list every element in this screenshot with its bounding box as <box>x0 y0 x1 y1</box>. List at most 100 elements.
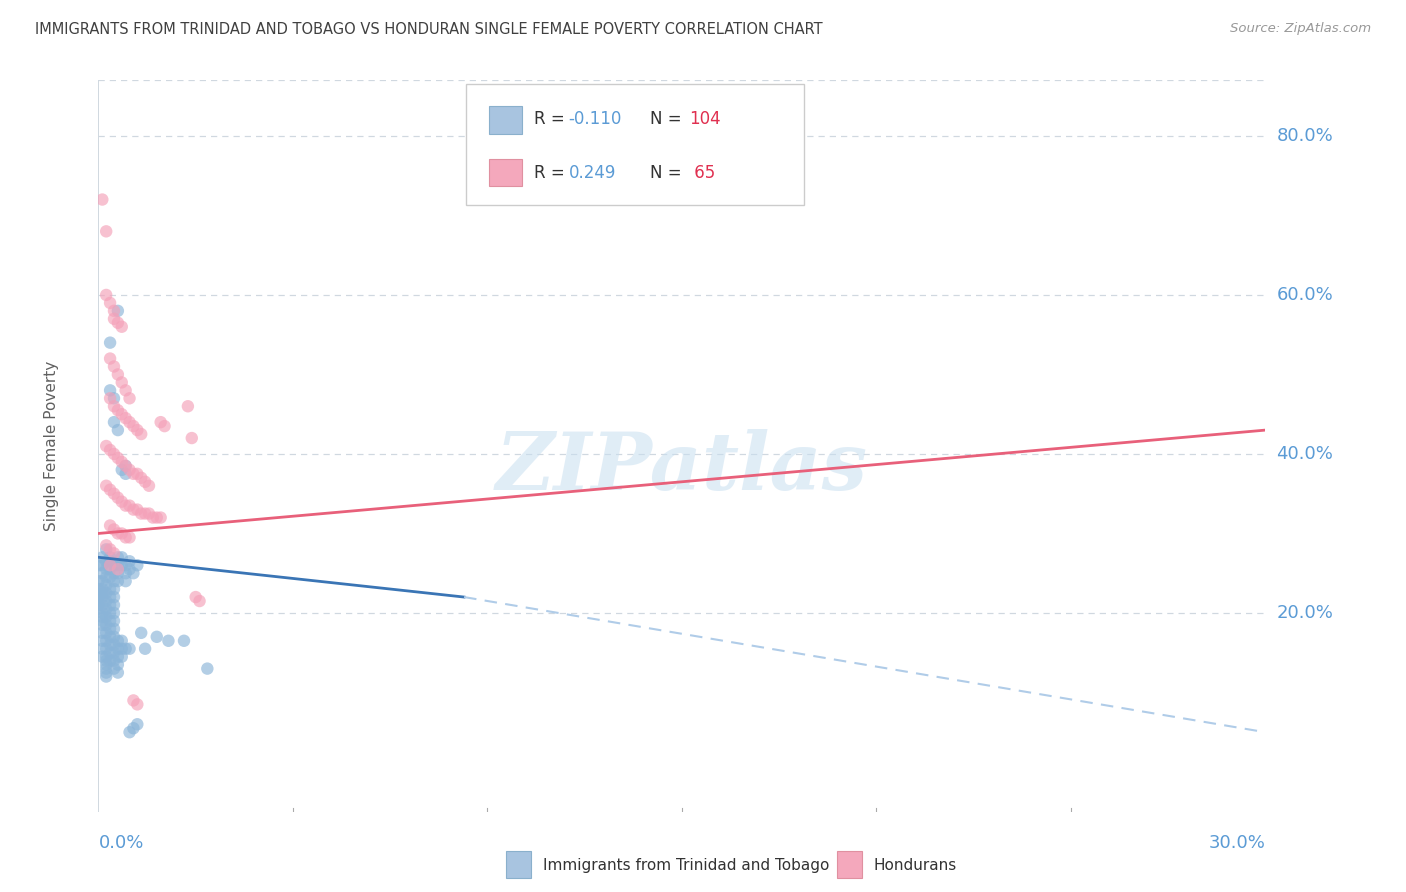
Point <box>118 463 141 477</box>
FancyBboxPatch shape <box>465 84 804 204</box>
Point <box>111 494 134 508</box>
Point <box>118 530 141 544</box>
Point <box>98 646 121 660</box>
Point <box>96 602 118 616</box>
Point <box>98 558 121 573</box>
Point <box>91 649 114 664</box>
Point <box>98 598 121 612</box>
Point <box>127 423 149 437</box>
Point <box>114 458 136 473</box>
Point <box>118 641 141 656</box>
Point <box>103 523 125 537</box>
Point <box>91 193 114 207</box>
Point <box>111 407 134 421</box>
Text: R =: R = <box>534 164 569 182</box>
Point <box>111 558 134 573</box>
Point <box>91 586 114 600</box>
Text: ZIPatlas: ZIPatlas <box>496 429 868 507</box>
Point <box>188 594 211 608</box>
Point <box>111 455 134 469</box>
Point <box>173 633 195 648</box>
Point <box>87 602 110 616</box>
Point <box>114 384 136 398</box>
Point <box>87 590 110 604</box>
Point <box>96 570 118 584</box>
Point <box>98 614 121 628</box>
Point <box>107 491 129 505</box>
Text: R =: R = <box>534 110 569 128</box>
Point <box>98 550 121 565</box>
Point <box>87 558 110 573</box>
Point <box>107 550 129 565</box>
Point <box>98 442 121 457</box>
Point <box>96 665 118 680</box>
Point <box>91 590 114 604</box>
Point <box>114 499 136 513</box>
Point <box>98 392 121 406</box>
Text: 30.0%: 30.0% <box>1209 834 1265 852</box>
Text: 80.0%: 80.0% <box>1277 127 1333 145</box>
Point <box>87 582 110 596</box>
Point <box>107 558 129 573</box>
Point <box>122 502 145 516</box>
Point <box>103 359 125 374</box>
Point <box>91 574 114 589</box>
Point <box>98 554 121 568</box>
Point <box>103 614 125 628</box>
Point <box>98 590 121 604</box>
Point <box>107 303 129 318</box>
Point <box>103 582 125 596</box>
Text: N =: N = <box>651 110 688 128</box>
Point <box>122 721 145 735</box>
Point <box>91 598 114 612</box>
Point <box>114 530 136 544</box>
Point <box>96 610 118 624</box>
Point <box>146 510 169 524</box>
Point <box>107 649 129 664</box>
Point <box>91 633 114 648</box>
Point <box>103 566 125 581</box>
Point <box>129 507 152 521</box>
Point <box>96 654 118 668</box>
Point <box>91 566 114 581</box>
Text: 20.0%: 20.0% <box>1277 604 1333 622</box>
Point <box>87 586 110 600</box>
Point <box>146 630 169 644</box>
Point <box>122 467 145 481</box>
Point <box>103 558 125 573</box>
Point <box>111 319 134 334</box>
Point <box>96 542 118 557</box>
Point <box>118 554 141 568</box>
Point <box>91 625 114 640</box>
Point <box>107 665 129 680</box>
Point <box>118 392 141 406</box>
Text: 0.249: 0.249 <box>568 164 616 182</box>
Point <box>96 594 118 608</box>
Text: Single Female Poverty: Single Female Poverty <box>44 361 59 531</box>
Point <box>103 415 125 429</box>
Point <box>127 558 149 573</box>
Point <box>98 542 121 557</box>
Point <box>98 654 121 668</box>
Point <box>127 502 149 516</box>
Point <box>180 431 202 445</box>
Point <box>103 486 125 500</box>
Point <box>103 303 125 318</box>
Point <box>98 296 121 310</box>
Point <box>107 641 129 656</box>
Point <box>98 384 121 398</box>
Point <box>87 594 110 608</box>
Point <box>98 582 121 596</box>
Text: Immigrants from Trinidad and Tobago: Immigrants from Trinidad and Tobago <box>543 858 830 872</box>
Point <box>107 566 129 581</box>
Point <box>96 649 118 664</box>
Point <box>153 419 176 434</box>
Text: Source: ZipAtlas.com: Source: ZipAtlas.com <box>1230 22 1371 36</box>
Point <box>96 439 118 453</box>
Point <box>149 510 172 524</box>
Point <box>91 558 114 573</box>
Point <box>118 725 141 739</box>
Point <box>103 447 125 461</box>
FancyBboxPatch shape <box>489 159 522 186</box>
Point <box>96 641 118 656</box>
